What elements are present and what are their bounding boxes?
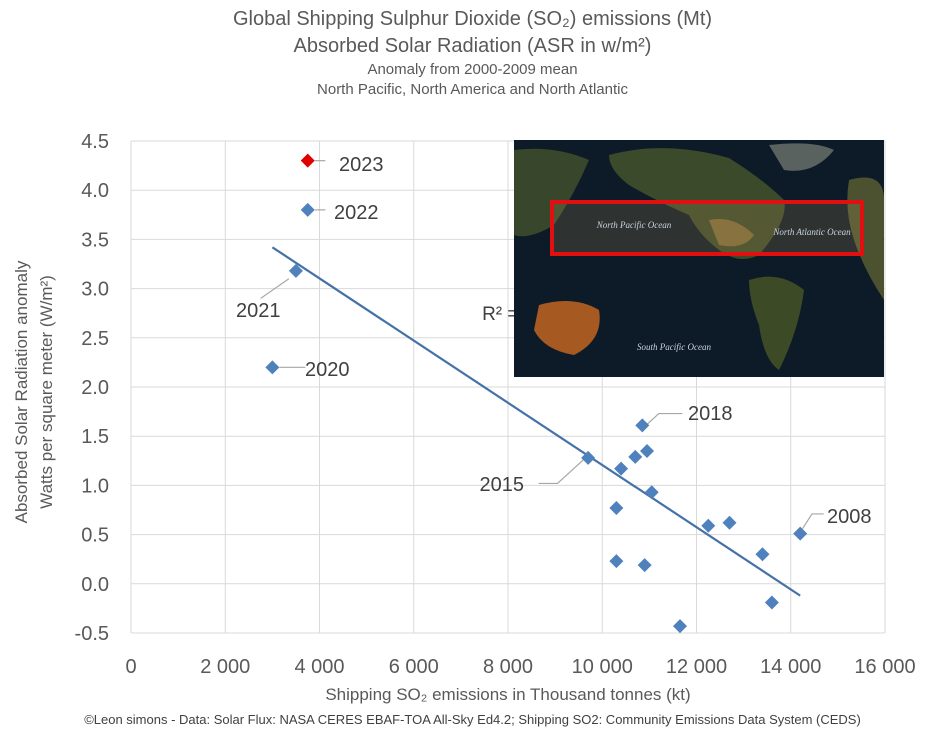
x-tick-label: 12 000 <box>666 656 727 678</box>
data-point <box>635 418 650 433</box>
y-tick-label: 1.0 <box>81 475 109 497</box>
data-points <box>265 153 808 634</box>
annotation-label-2021: 2021 <box>236 300 281 322</box>
data-point <box>793 526 808 541</box>
trendline-path <box>271 246 801 597</box>
data-point <box>673 619 688 634</box>
annotation-leader <box>538 459 584 485</box>
annotation-label-2020: 2020 <box>305 359 350 381</box>
greenland-land <box>769 143 834 171</box>
data-point <box>609 554 624 569</box>
x-axis-label: Shipping SO₂ emissions in Thousand tonne… <box>325 685 690 704</box>
data-point <box>640 443 655 458</box>
y-axis-label-line2: Watts per square meter (W/m²) <box>37 275 56 509</box>
south-america-land <box>749 276 804 370</box>
x-tick-label: 6 000 <box>389 656 439 678</box>
us-desert <box>709 219 754 247</box>
asia-land <box>514 148 589 237</box>
annotation-labels: 2023 2022 2021 2020 2018 2015 2008 <box>236 154 872 528</box>
map-label-south-pacific: South Pacific Ocean <box>637 342 711 352</box>
map-label-north-pacific: North Pacific Ocean <box>596 220 672 230</box>
y-tick-label: 2.0 <box>81 377 109 399</box>
data-point <box>701 518 716 533</box>
y-tick-label: 0.0 <box>81 574 109 596</box>
y-tick-label: 4.0 <box>81 180 109 202</box>
x-tick-label: 8 000 <box>483 656 533 678</box>
data-point <box>300 202 315 217</box>
chart-title-line2: Absorbed Solar Radiation (ASR in w/m²) <box>293 35 652 57</box>
annotation-leaders <box>260 160 824 530</box>
title-block: Global Shipping Sulphur Dioxide (SO₂) em… <box>0 6 945 100</box>
data-point <box>265 360 280 375</box>
annotation-label-2023: 2023 <box>339 154 384 176</box>
y-tick-label: 1.5 <box>81 426 109 448</box>
australia-land <box>534 301 600 355</box>
annotation-label-2018: 2018 <box>688 403 733 425</box>
x-tick-label: 2 000 <box>200 656 250 678</box>
chart-subtitle2: North Pacific, North America and North A… <box>317 81 628 98</box>
chart-subtitle: Anomaly from 2000-2009 mean <box>367 61 578 78</box>
y-tick-label: 4.5 <box>81 131 109 153</box>
y-tick-label: 2.5 <box>81 328 109 350</box>
data-point <box>628 449 643 464</box>
annotation-leader <box>802 513 824 530</box>
data-point-2023 <box>300 153 315 168</box>
data-point <box>722 515 737 530</box>
x-tick-label: 0 <box>125 656 136 678</box>
y-tick-label: 0.5 <box>81 525 109 547</box>
annotation-label-2022: 2022 <box>334 202 379 224</box>
data-point <box>609 501 624 516</box>
annotation-leader <box>260 278 290 299</box>
data-point <box>755 547 770 562</box>
data-point <box>644 485 659 500</box>
trendline <box>271 246 801 597</box>
annotation-label-2008: 2008 <box>827 506 872 528</box>
data-point <box>288 263 303 278</box>
annotation-label-2015: 2015 <box>480 474 525 496</box>
data-point <box>637 558 652 573</box>
annotation-leader <box>646 412 683 425</box>
y-tick-label: -0.5 <box>75 623 109 645</box>
y-axis-label-line1: Absorbed Solar Radiation anomaly <box>12 260 31 523</box>
x-tick-label: 10 000 <box>572 656 633 678</box>
x-tick-label: 16 000 <box>854 656 915 678</box>
data-point <box>764 595 779 610</box>
chart-title: Global Shipping Sulphur Dioxide (SO₂) em… <box>232 8 713 30</box>
map-label-north-atlantic: North Atlantic Ocean <box>772 227 851 237</box>
y-tick-label: 3.0 <box>81 279 109 301</box>
europe-africa-land <box>847 177 884 300</box>
x-tick-label: 4 000 <box>294 656 344 678</box>
x-tick-label: 14 000 <box>760 656 821 678</box>
inset-world-map: North Pacific Ocean North Atlantic Ocean… <box>514 140 884 377</box>
y-tick-label: 3.5 <box>81 229 109 251</box>
data-point <box>614 461 629 476</box>
credit-line: ©Leon simons - Data: Solar Flux: NASA CE… <box>84 712 861 727</box>
tick-labels: -0.5 0.0 0.5 1.0 1.5 2.0 2.5 3.0 3.5 4.0 4.5 0 2 000… <box>75 131 916 678</box>
data-point <box>581 450 596 465</box>
